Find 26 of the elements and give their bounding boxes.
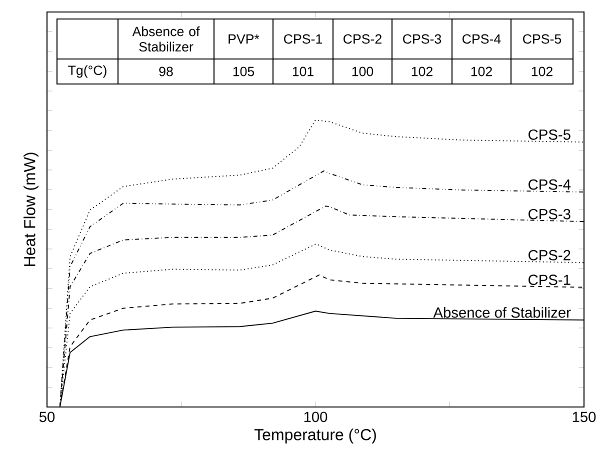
text: CPS-4 xyxy=(462,34,501,44)
x-axis-title: Temperature (°C) xyxy=(254,428,376,444)
text: PVP* xyxy=(228,34,260,44)
series-label: CPS-1 xyxy=(528,274,570,286)
text: 105 xyxy=(233,66,254,76)
text: 101 xyxy=(292,66,314,76)
text: 102 xyxy=(471,66,492,76)
x-tick-label: 100 xyxy=(304,412,328,422)
series-label: CPS-5 xyxy=(528,129,570,140)
text: CPS-5 xyxy=(523,34,562,44)
text: 102 xyxy=(412,66,432,76)
x-tick-label: 150 xyxy=(572,412,596,422)
text: 100 xyxy=(352,66,374,76)
text: CPS-3 xyxy=(403,34,442,44)
series-label: CPS-3 xyxy=(528,208,570,220)
series-label: CPS-2 xyxy=(528,250,570,260)
series-label: CPS-4 xyxy=(528,179,571,190)
x-tick-label: 50 xyxy=(39,412,55,422)
text: 102 xyxy=(532,66,552,76)
series-label: Absence of Stabilizer xyxy=(433,306,571,318)
text: Tg(°C) xyxy=(68,65,106,78)
text: CPS-2 xyxy=(344,34,382,44)
text: CPS-1 xyxy=(284,34,322,44)
text: 98 xyxy=(159,66,173,76)
y-axis-title: Heat Flow (mW) xyxy=(24,152,38,266)
text: Absence of Stabilizer xyxy=(132,26,200,52)
